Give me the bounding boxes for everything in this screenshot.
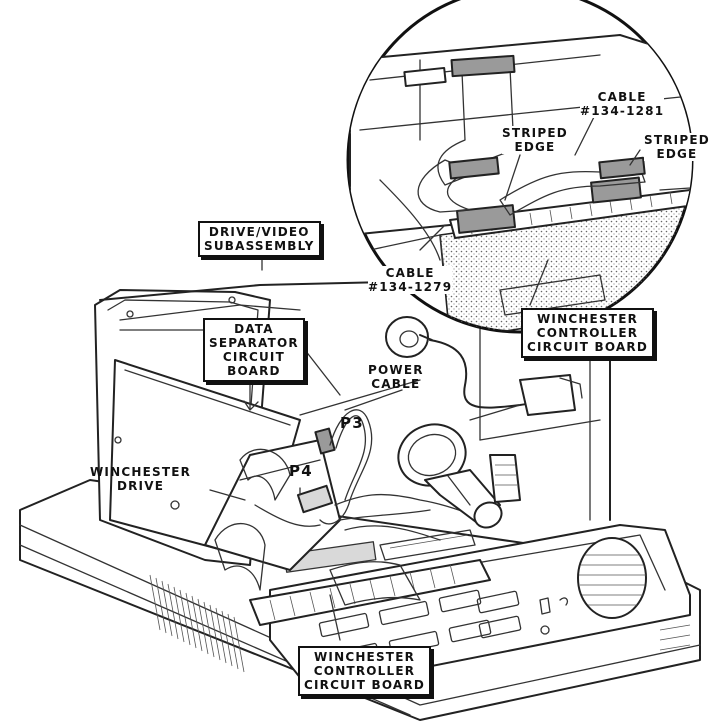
label-line: BOARD [227,364,281,378]
label-line: CABLE [371,377,421,391]
label-p4: P4 [289,462,313,480]
label-line: EDGE [656,147,698,161]
label-line: CABLE [597,90,647,104]
label-power-cable: POWER CABLE [368,363,424,391]
label-line: DRIVE/VIDEO [208,225,310,239]
grommet [385,316,433,358]
label-p3: P3 [340,414,364,432]
label-line: CONTROLLER [313,664,416,678]
label-striped-edge-left: STRIPED EDGE [502,126,568,154]
label-line: POWER [368,363,424,377]
speaker-grille [577,537,647,619]
label-line: DRIVE [116,479,165,493]
label-winchester-drive: WINCHESTER DRIVE [90,465,191,493]
label-winchester-controller-board-main: WINCHESTER CONTROLLER CIRCUIT BOARD [298,646,432,696]
label-line: CIRCUIT BOARD [304,678,426,692]
label-winchester-controller-board-inset: WINCHESTER CONTROLLER CIRCUIT BOARD [521,308,655,358]
label-striped-edge-right: STRIPED EDGE [644,133,710,161]
label-cable-134-1281: CABLE #134-1281 [580,90,665,118]
label-line: DATA [234,322,274,336]
label-line: SUBASSEMBLY [204,239,315,253]
label-line: CABLE [385,266,435,280]
crt-neck [397,423,503,529]
label-line: SEPARATOR [209,336,299,350]
label-line: #134-1279 [368,280,453,294]
label-line: CONTROLLER [536,326,639,340]
label-line: WINCHESTER [536,312,639,326]
label-line: CIRCUIT BOARD [527,340,649,354]
label-line: STRIPED [502,126,568,140]
label-data-separator-circuit-board: DATA SEPARATOR CIRCUIT BOARD [203,318,305,382]
label-line: CIRCUIT [222,350,285,364]
label-cable-134-1279: CABLE #134-1279 [368,266,453,294]
label-drive-video-subassembly: DRIVE/VIDEO SUBASSEMBLY [198,221,321,257]
label-line: EDGE [514,140,556,154]
label-line: #134-1281 [580,104,665,118]
detail-inset [346,0,694,334]
label-line: WINCHESTER [90,465,192,479]
leader-lines [209,114,641,641]
label-line: WINCHESTER [313,650,416,664]
label-line: STRIPED [644,133,710,147]
